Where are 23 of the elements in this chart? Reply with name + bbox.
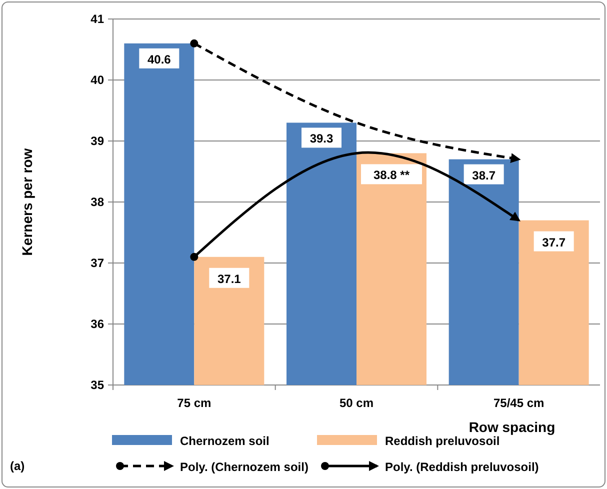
y-tick-label: 36 xyxy=(90,317,104,331)
data-label: 38.7 xyxy=(472,168,496,182)
data-label: 38.8 ** xyxy=(373,168,410,182)
x-tick-label: 75 cm xyxy=(177,396,212,410)
legend-label: Chernozem soil xyxy=(180,434,270,448)
y-tick-label: 41 xyxy=(90,12,104,26)
data-label: 37.1 xyxy=(217,272,242,286)
legend-label: Reddish preluvosoil xyxy=(385,434,500,448)
x-tick-label: 75/45 cm xyxy=(493,396,544,410)
y-axis-title: Kerners per row xyxy=(19,148,35,256)
y-tick-label: 39 xyxy=(90,134,104,148)
y-tick-label: 35 xyxy=(90,378,104,392)
y-tick-label: 40 xyxy=(90,73,104,87)
x-tick-label: 50 cm xyxy=(339,396,374,410)
x-axis-title: Row spacing xyxy=(468,419,556,435)
data-label: 39.3 xyxy=(310,132,334,146)
data-label: 37.7 xyxy=(542,235,566,250)
text: (a) xyxy=(10,459,25,473)
data-label: 40.6 xyxy=(147,52,172,66)
y-tick-label: 37 xyxy=(90,256,104,270)
legend-label: Poly. (Reddish preluvosoil) xyxy=(385,460,539,474)
y-tick-label: 38 xyxy=(90,195,104,209)
legend-label: Poly. (Chernozem soil) xyxy=(180,460,308,474)
